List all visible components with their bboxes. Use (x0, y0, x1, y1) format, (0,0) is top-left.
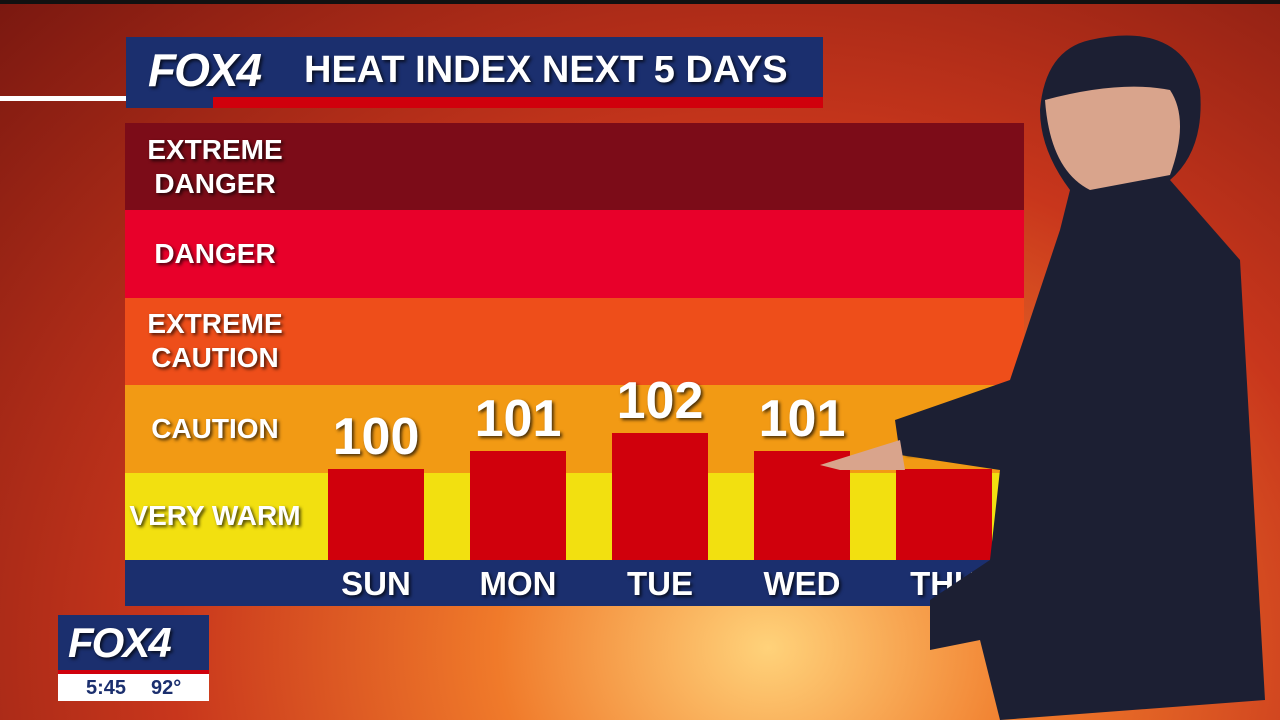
day-strip (125, 560, 1024, 606)
top-edge (0, 0, 1280, 4)
band (125, 210, 1024, 298)
bug-bottom: 5:45 92° (58, 674, 209, 701)
value-label: 101 (474, 389, 562, 448)
x-tick-label: WED (763, 565, 841, 602)
band-label: EXTREME DANGER (147, 133, 283, 199)
bug-temp: 92° (151, 677, 182, 699)
header-stripe (213, 97, 823, 108)
value-label: 100 (332, 407, 420, 466)
accent-line (0, 96, 213, 101)
bar (754, 450, 850, 560)
x-tick-label: MON (479, 565, 557, 602)
bug-logo: FOX4 (68, 619, 172, 666)
band-label: DANGER (154, 238, 276, 270)
band-label: CAUTION (151, 412, 279, 444)
band-label: VERY WARM (129, 500, 301, 532)
bar (896, 468, 992, 560)
band-label: EXTREME CAUTION (147, 308, 283, 374)
x-tick-label: SUN (341, 565, 411, 602)
presenter-silhouette (895, 35, 1265, 720)
bar (328, 468, 424, 560)
band (125, 472, 1024, 560)
bug-stripe (58, 670, 209, 674)
value-label: 101 (758, 389, 846, 448)
x-tick-label: TUE (627, 565, 693, 602)
bug-time: 5:45 (86, 677, 127, 699)
band (125, 123, 1024, 211)
header: FOX4 HEAT INDEX NEXT 5 DAYS (126, 37, 823, 108)
value-label: 102 (616, 371, 704, 430)
logo: FOX4 (148, 44, 262, 96)
bar (470, 450, 566, 560)
bug-top: FOX4 (58, 615, 209, 670)
presenter-hand (820, 440, 905, 470)
chart: EXTREME DANGER DANGER EXTREME CAUTION CAUTI… (125, 123, 1024, 606)
chart-title: HEAT INDEX NEXT 5 DAYS (304, 49, 788, 91)
presenter-face (1045, 86, 1180, 190)
band (125, 297, 1024, 386)
bar (612, 432, 708, 560)
